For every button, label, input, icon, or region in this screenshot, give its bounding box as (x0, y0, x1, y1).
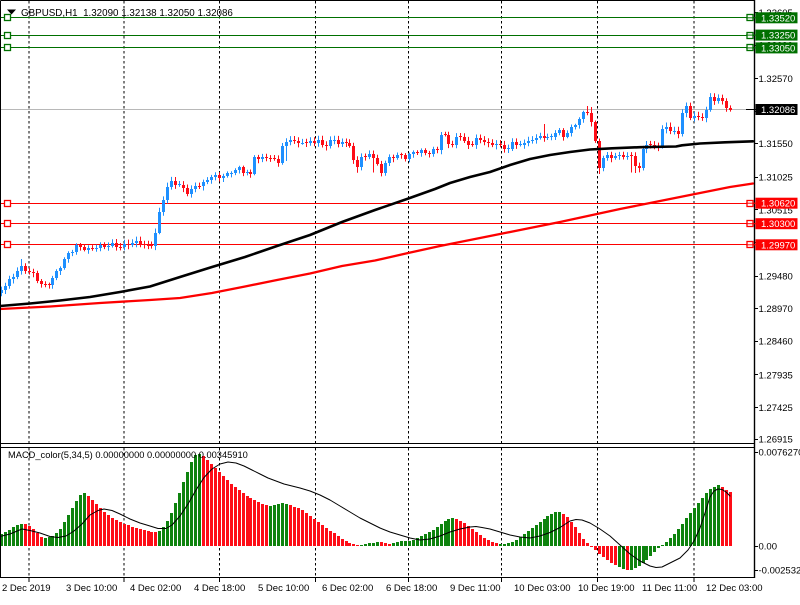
svg-text:1.29480: 1.29480 (759, 272, 793, 283)
svg-text:1.29970: 1.29970 (761, 240, 795, 251)
svg-text:1.33250: 1.33250 (761, 31, 795, 42)
svg-text:12 Dec 03:00: 12 Dec 03:00 (706, 583, 763, 594)
svg-text:1.27425: 1.27425 (759, 403, 793, 414)
svg-text:MACD_color(5,34,5) 0.00000000: MACD_color(5,34,5) 0.00000000 0.00000000… (8, 450, 248, 460)
svg-text:1.33050: 1.33050 (761, 43, 795, 54)
svg-text:1.28460: 1.28460 (759, 337, 793, 348)
svg-text:4 Dec 18:00: 4 Dec 18:00 (194, 583, 245, 594)
svg-text:GBPUSD,H1 1.32090 1.32138 1.3: GBPUSD,H1 1.32090 1.32138 1.32050 1.3208… (21, 8, 233, 19)
svg-text:1.31550: 1.31550 (759, 139, 793, 150)
svg-text:1.30620: 1.30620 (761, 199, 795, 210)
svg-text:11 Dec 11:00: 11 Dec 11:00 (642, 583, 697, 594)
svg-text:1.27935: 1.27935 (759, 370, 793, 381)
svg-text:1.32086: 1.32086 (761, 105, 795, 116)
svg-text:4 Dec 02:00: 4 Dec 02:00 (130, 583, 181, 594)
svg-text:6 Dec 02:00: 6 Dec 02:00 (322, 583, 373, 594)
svg-text:1.26915: 1.26915 (759, 435, 793, 446)
svg-text:1.30300: 1.30300 (761, 219, 795, 230)
svg-text:1.33520: 1.33520 (761, 13, 795, 24)
svg-text:0.0076270: 0.0076270 (759, 447, 800, 458)
svg-text:5 Dec 10:00: 5 Dec 10:00 (258, 583, 309, 594)
svg-text:6 Dec 18:00: 6 Dec 18:00 (386, 583, 437, 594)
svg-text:10 Dec 19:00: 10 Dec 19:00 (578, 583, 635, 594)
svg-text:9 Dec 11:00: 9 Dec 11:00 (450, 583, 501, 594)
svg-text:0.00: 0.00 (759, 541, 778, 552)
svg-text:2 Dec 2019: 2 Dec 2019 (2, 583, 51, 594)
svg-text:3 Dec 10:00: 3 Dec 10:00 (66, 583, 117, 594)
svg-text:1.32570: 1.32570 (759, 74, 793, 85)
svg-text:1.28970: 1.28970 (759, 304, 793, 315)
svg-text:1.31025: 1.31025 (759, 173, 793, 184)
svg-text:10 Dec 03:00: 10 Dec 03:00 (514, 583, 571, 594)
